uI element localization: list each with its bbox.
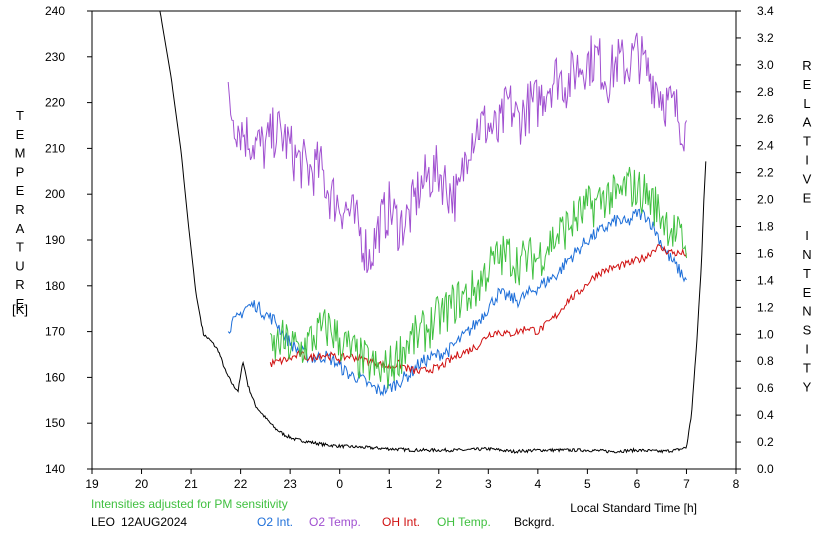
y-left-tick-label: 180 xyxy=(45,279,65,293)
x-tick-label: 21 xyxy=(184,477,198,491)
y-right-axis-title-letter: E xyxy=(803,285,812,300)
date-label: 12AUG2024 xyxy=(121,515,187,529)
legend-item: Bckgrd. xyxy=(514,515,555,529)
y-right-tick-label: 2.6 xyxy=(757,112,774,126)
series-line-oh-int- xyxy=(269,243,687,375)
y-right-axis-title-letter: N xyxy=(802,247,811,262)
x-tick-label: 6 xyxy=(634,477,641,491)
y-right-axis-title-letter: E xyxy=(803,77,812,92)
y-right-tick-label: 0.8 xyxy=(757,354,774,368)
y-right-tick-label: 3.4 xyxy=(757,4,774,18)
x-tick-label: 0 xyxy=(336,477,343,491)
y-right-axis-title-letter: I xyxy=(805,153,809,168)
y-left-tick-label: 200 xyxy=(45,187,65,201)
x-tick-label: 1 xyxy=(386,477,393,491)
y-left-axis-title-letter: M xyxy=(15,146,26,161)
y-left-tick-label: 240 xyxy=(45,4,65,18)
y-right-axis-title-letter: S xyxy=(803,323,812,338)
y-right-axis-title-letter: E xyxy=(803,190,812,205)
y-right-tick-label: 1.6 xyxy=(757,246,774,260)
y-left-tick-label: 220 xyxy=(45,96,65,110)
series-layer xyxy=(158,10,707,454)
y-left-axis-title-letter: T xyxy=(16,240,24,255)
y-right-tick-label: 1.0 xyxy=(757,327,774,341)
y-left-axis-title-letter: R xyxy=(15,202,24,217)
y-right-axis-title-letter: V xyxy=(803,171,812,186)
y-left-tick-label: 150 xyxy=(45,416,65,430)
y-right-tick-label: 1.2 xyxy=(757,300,774,314)
x-axis-title: Local Standard Time [h] xyxy=(570,501,697,515)
x-tick-label: 3 xyxy=(485,477,492,491)
sensitivity-note: Intensities adjusted for PM sensitivity xyxy=(91,497,288,511)
y-left-axis-title-letter: E xyxy=(16,127,25,142)
x-tick-label: 22 xyxy=(234,477,248,491)
station-label: LEO xyxy=(91,515,115,529)
y-right-axis-title-letter: N xyxy=(802,304,811,319)
legend-item: O2 Int. xyxy=(257,515,293,529)
y-left-tick-label: 170 xyxy=(45,325,65,339)
y-right-axis-title-letter: R xyxy=(802,58,811,73)
y-right-axis-title-letter: T xyxy=(803,360,811,375)
y-right-tick-label: 2.0 xyxy=(757,193,774,207)
y-right-axis-title-letter: I xyxy=(805,342,809,357)
y-right-tick-label: 1.4 xyxy=(757,273,774,287)
x-tick-label: 8 xyxy=(733,477,740,491)
series-line-oh-temp- xyxy=(269,166,687,389)
text-layer: 19 20 21 22 23 0 1 2 3 4 5 6 7 8140150160170180190200… xyxy=(12,4,812,529)
y-left-tick-label: 140 xyxy=(45,462,65,476)
y-left-tick-label: 160 xyxy=(45,370,65,384)
x-tick-label: 5 xyxy=(584,477,591,491)
y-right-tick-label: 2.2 xyxy=(757,166,774,180)
y-left-axis-title-letter: E xyxy=(16,296,25,311)
y-left-axis-title-letter: U xyxy=(15,258,24,273)
x-tick-label: 4 xyxy=(535,477,542,491)
axes xyxy=(87,10,741,474)
y-right-tick-label: 0.0 xyxy=(757,462,774,476)
series-line-o2-temp- xyxy=(227,32,687,273)
y-left-axis-title-letter: P xyxy=(16,164,25,179)
y-right-tick-label: 3.0 xyxy=(757,58,774,72)
y-left-tick-label: 190 xyxy=(45,233,65,247)
legend-item: OH Temp. xyxy=(437,515,491,529)
y-left-axis-title-letter: A xyxy=(16,221,25,236)
y-right-axis-title-letter: Y xyxy=(803,379,812,394)
y-left-axis-title-letter: T xyxy=(16,108,24,123)
y-right-tick-label: 0.6 xyxy=(757,381,774,395)
y-right-tick-label: 3.2 xyxy=(757,31,774,45)
x-tick-label: 23 xyxy=(283,477,297,491)
y-right-axis-title-letter: T xyxy=(803,134,811,149)
y-left-tick-label: 210 xyxy=(45,141,65,155)
y-right-axis-title-letter: L xyxy=(803,96,810,111)
y-left-axis-unit: [K] xyxy=(12,302,28,317)
y-right-axis-title-letter: T xyxy=(803,266,811,281)
x-tick-label: 7 xyxy=(683,477,690,491)
legend-item: OH Int. xyxy=(382,515,420,529)
y-right-axis-title-letter: A xyxy=(803,115,812,130)
y-right-tick-label: 0.2 xyxy=(757,435,774,449)
y-right-tick-label: 1.8 xyxy=(757,220,774,234)
y-right-axis-title-letter: I xyxy=(805,228,809,243)
y-left-axis-title-letter: R xyxy=(15,277,24,292)
y-left-tick-label: 230 xyxy=(45,50,65,64)
x-tick-label: 20 xyxy=(135,477,149,491)
series-line-bckgrd- xyxy=(158,10,707,454)
y-right-tick-label: 0.4 xyxy=(757,408,774,422)
x-tick-label: 2 xyxy=(435,477,442,491)
x-tick-label: 19 xyxy=(85,477,99,491)
y-right-tick-label: 2.8 xyxy=(757,85,774,99)
y-right-tick-label: 2.4 xyxy=(757,139,774,153)
legend-item: O2 Temp. xyxy=(309,515,361,529)
y-left-axis-title-letter: E xyxy=(16,183,25,198)
